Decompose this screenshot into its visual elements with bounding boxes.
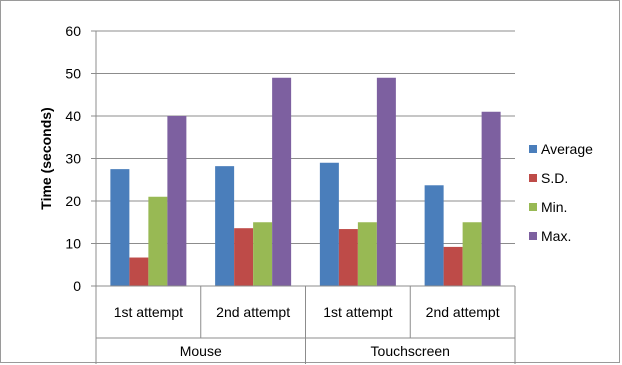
group-label: Touchscreen (371, 343, 450, 359)
y-tick-label: 40 (65, 108, 81, 124)
y-tick-label: 60 (65, 23, 81, 39)
y-axis-label: Time (seconds) (38, 107, 54, 209)
y-tick-label: 10 (65, 236, 81, 252)
group-label: Mouse (180, 343, 222, 359)
bar-max-3 (481, 111, 501, 286)
axes (91, 30, 516, 364)
category-labels: 1st attempt 2nd attempt 1st attempt 2nd att… (114, 304, 500, 359)
bar-average-2 (319, 162, 339, 286)
y-tick-labels: 0 10 20 30 40 50 60 (65, 23, 81, 294)
x-tick-label: 2nd attempt (426, 304, 500, 320)
legend-label: Average (541, 141, 593, 157)
legend-label: S.D. (541, 170, 568, 186)
y-tick-label: 0 (73, 278, 81, 294)
y-tick-label: 30 (65, 151, 81, 167)
bar-min-2 (357, 222, 377, 286)
legend-label: Max. (541, 228, 571, 244)
legend-swatch (529, 145, 537, 153)
bar-min-0 (148, 196, 168, 286)
bar-max-0 (167, 116, 187, 286)
legend-swatch (529, 174, 537, 182)
bar-max-1 (272, 77, 292, 286)
bar-min-1 (253, 222, 273, 286)
bar-sd-2 (338, 229, 358, 286)
legend: Average S.D. Min. Max. (529, 141, 593, 244)
legend-swatch (529, 232, 537, 240)
bar-sd-3 (443, 246, 463, 286)
bar-sd-0 (129, 257, 149, 286)
x-tick-label: 1st attempt (323, 304, 392, 320)
legend-label: Min. (541, 199, 567, 215)
bar-max-2 (376, 77, 396, 286)
bars (110, 77, 501, 286)
x-tick-label: 2nd attempt (216, 304, 290, 320)
bar-average-3 (424, 185, 444, 286)
bar-average-0 (110, 169, 130, 286)
bar-sd-1 (234, 228, 254, 286)
x-tick-label: 1st attempt (114, 304, 183, 320)
y-tick-label: 20 (65, 193, 81, 209)
bar-average-1 (215, 166, 235, 286)
legend-swatch (529, 203, 537, 211)
bar-min-3 (462, 222, 482, 286)
y-tick-label: 50 (65, 66, 81, 82)
